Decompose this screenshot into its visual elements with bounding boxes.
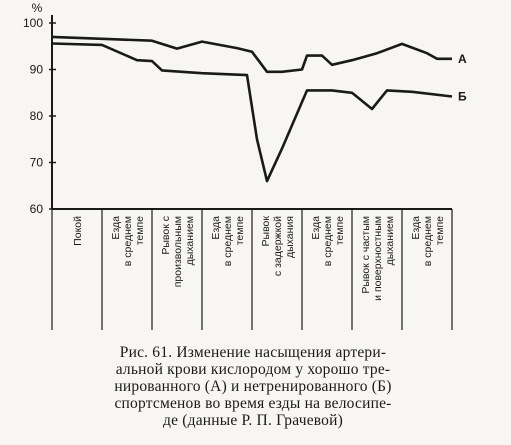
phase-label: темпе	[434, 216, 446, 245]
phase-label: Рывок с	[160, 216, 172, 255]
phase-label: в среднем	[222, 216, 234, 266]
phase-label: Езда	[310, 216, 322, 240]
figure-caption: Рис. 61. Изменение насыщения артери- аль…	[58, 344, 448, 429]
phase-label: Рывок с частым	[360, 216, 372, 294]
y-tick-label: 60	[30, 202, 44, 216]
caption-line: Рис. 61. Изменение насыщения артери-	[119, 344, 387, 361]
series-line-1	[51, 35, 452, 74]
y-tick-label: 100	[23, 16, 43, 30]
series-line-2	[51, 42, 453, 183]
y-tick-label: 80	[30, 109, 44, 123]
series-label: Б	[458, 89, 467, 103]
phase-label: в среднем	[322, 216, 334, 266]
y-tick-label: 90	[30, 63, 44, 77]
phase-label: Рывок	[260, 216, 272, 247]
phase-label: и поверхностным	[372, 216, 384, 301]
caption-line: альной крови кислородом у хорошо тре-	[115, 361, 391, 378]
phase-label: Покой	[72, 216, 84, 246]
phase-label: Езда	[210, 216, 222, 240]
phase-label: с задержкой	[272, 216, 284, 276]
phase-label: произвольным	[172, 216, 184, 287]
phase-label: Езда	[410, 216, 422, 240]
series-label: А	[458, 52, 467, 66]
phase-label: дыханием	[384, 216, 396, 265]
phase-label: темпе	[334, 216, 346, 245]
y-tick-label: 70	[30, 156, 44, 170]
phase-label: темпе	[134, 216, 146, 245]
phase-label: в среднем	[422, 216, 434, 266]
phase-label: дыханием	[184, 216, 196, 265]
y-unit-label: %	[32, 1, 43, 15]
caption-line: де (данные Р. П. Грачевой)	[163, 412, 343, 429]
phase-label: темпе	[234, 216, 246, 245]
phase-label: в среднем	[122, 216, 134, 266]
caption-line: нированного (А) и нетренированного (Б)	[114, 378, 392, 395]
phase-label: Езда	[110, 216, 122, 240]
caption-line: спортсменов во время езды на велосипе-	[114, 395, 392, 412]
phase-label: дыхания	[284, 216, 296, 258]
